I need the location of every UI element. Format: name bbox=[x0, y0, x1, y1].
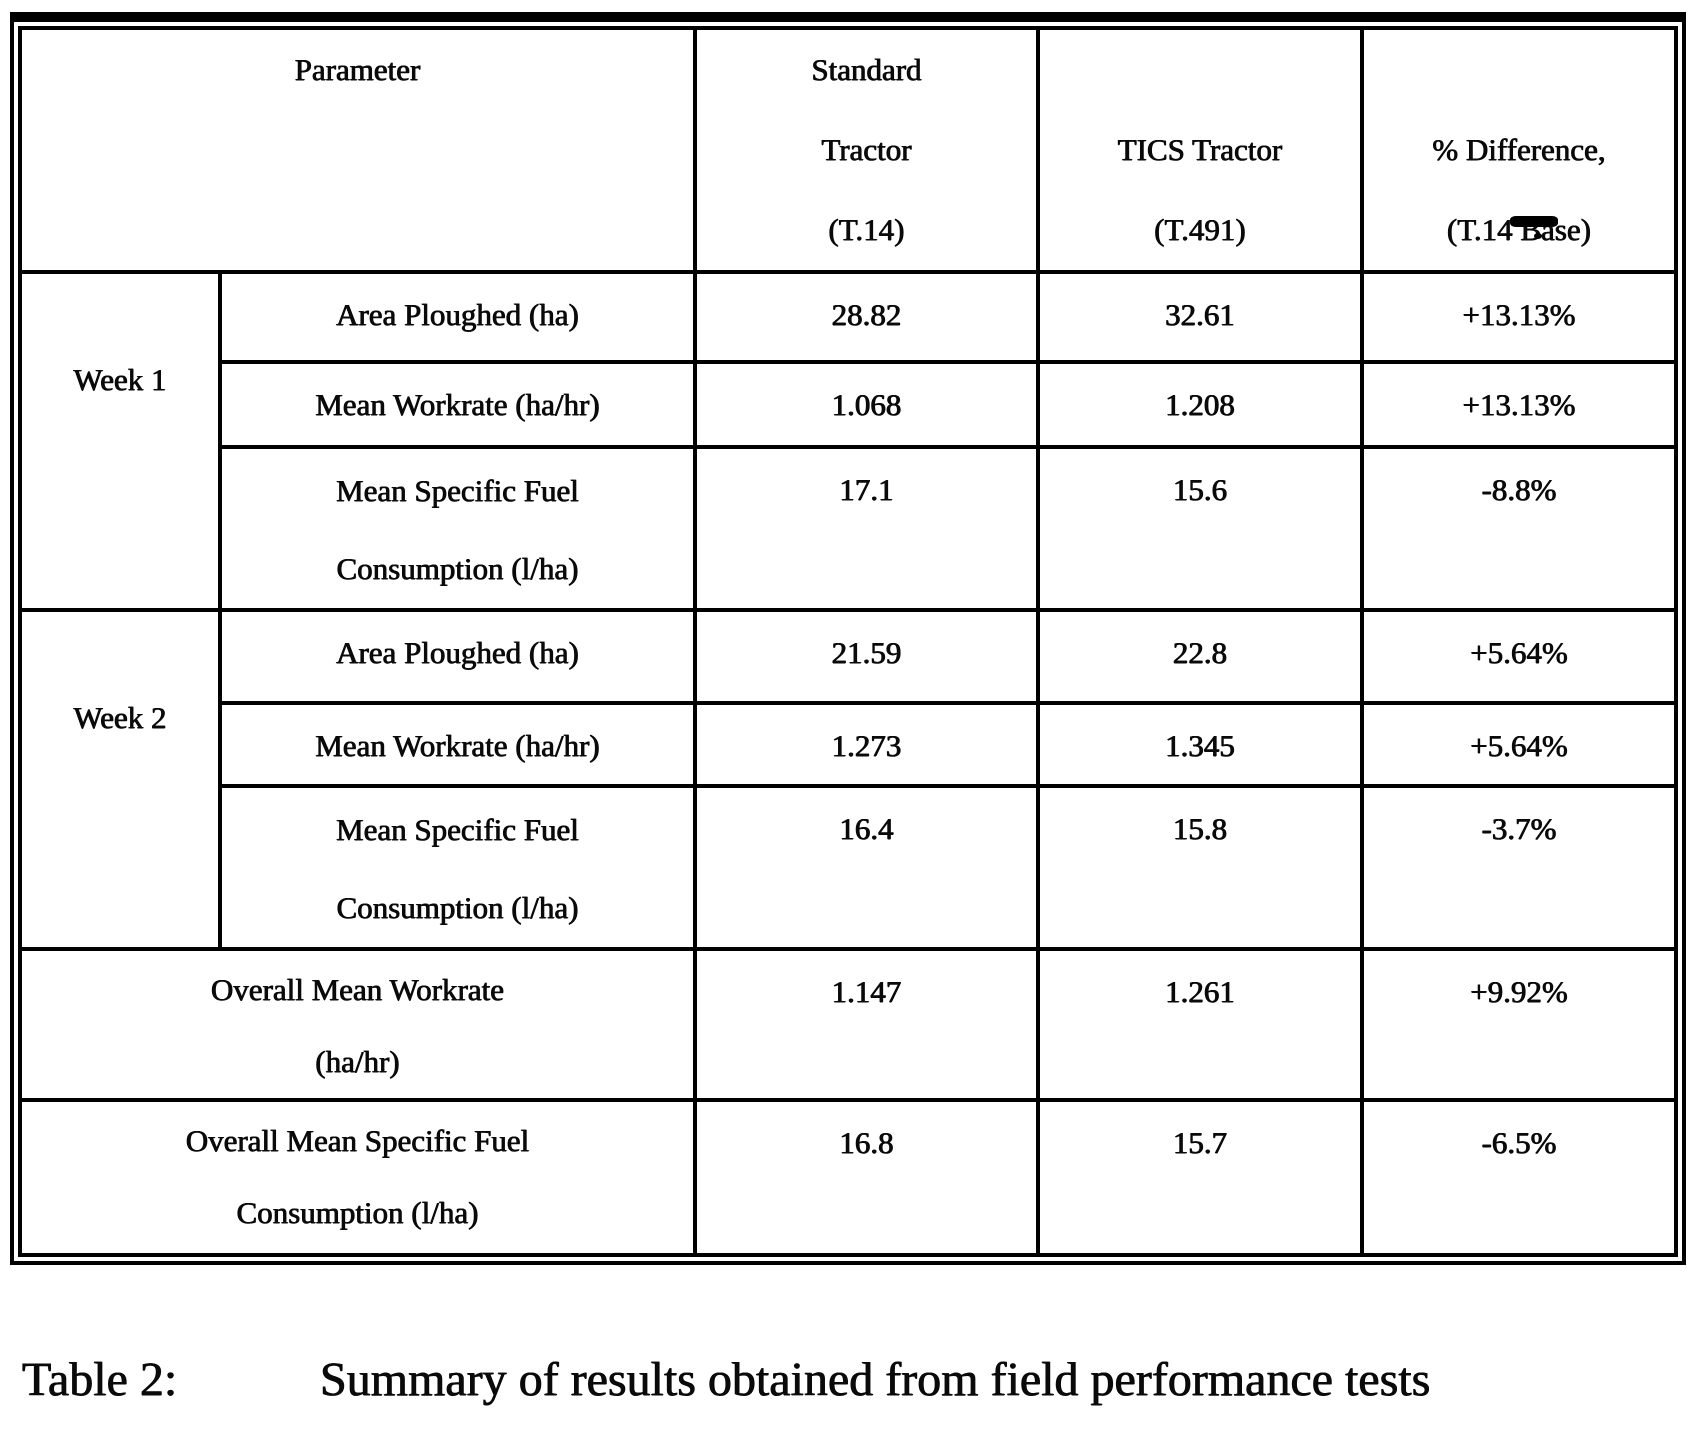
value-tics: 15.7 bbox=[1036, 1098, 1364, 1257]
value-tics: 22.8 bbox=[1036, 608, 1364, 705]
parameter-label: Mean Specific Fuel Consumption (l/ha) bbox=[218, 784, 697, 951]
results-table-frame: Parameter Standard Tractor (T.14) TICS T… bbox=[10, 12, 1686, 1265]
summary-label: Overall Mean Workrate (ha/hr) bbox=[18, 947, 697, 1102]
header-line-empty bbox=[1042, 32, 1358, 110]
week2-label: Week 2 bbox=[18, 608, 222, 951]
parameter-line: Consumption (l/ha) bbox=[336, 890, 579, 925]
parameter-label: Mean Workrate (ha/hr) bbox=[218, 701, 697, 788]
value-tics: 1.345 bbox=[1036, 701, 1364, 788]
value-tics: 1.261 bbox=[1036, 947, 1364, 1102]
value-standard: 1.068 bbox=[693, 360, 1040, 449]
summary-label: Overall Mean Specific Fuel Consumption (… bbox=[18, 1098, 697, 1257]
value-tics: 15.6 bbox=[1036, 445, 1364, 612]
value-tics: 1.208 bbox=[1036, 360, 1364, 449]
header-line: % Difference, bbox=[1432, 132, 1606, 167]
parameter-label: Mean Workrate (ha/hr) bbox=[218, 360, 697, 449]
value-difference: -3.7% bbox=[1360, 784, 1678, 951]
parameter-label: Mean Specific Fuel Consumption (l/ha) bbox=[218, 445, 697, 612]
value-difference: -8.8% bbox=[1360, 445, 1678, 612]
summary-line: Overall Mean Workrate bbox=[210, 972, 505, 1007]
summary-line: Consumption (l/ha) bbox=[236, 1195, 479, 1230]
table-caption-label: Table 2: bbox=[22, 1353, 178, 1406]
header-line: (T.14) bbox=[828, 212, 905, 247]
header-line-empty bbox=[24, 110, 691, 190]
value-difference: +5.64% bbox=[1360, 701, 1678, 788]
value-standard: 16.4 bbox=[693, 784, 1040, 951]
value-standard: 28.82 bbox=[693, 270, 1040, 364]
value-tics: 32.61 bbox=[1036, 270, 1364, 364]
value-tics: 15.8 bbox=[1036, 784, 1364, 951]
week1-label: Week 1 bbox=[18, 270, 222, 612]
value-standard: 21.59 bbox=[693, 608, 1040, 705]
col-header-standard-tractor: Standard Tractor (T.14) bbox=[693, 26, 1040, 274]
value-difference: +13.13% bbox=[1360, 270, 1678, 364]
table-caption-text: Summary of results obtained from field p… bbox=[320, 1353, 1431, 1406]
parameter-line: Mean Specific Fuel bbox=[336, 473, 579, 508]
col-header-tics-tractor: TICS Tractor (T.491) bbox=[1036, 26, 1364, 274]
header-line: Parameter bbox=[294, 52, 421, 87]
value-standard: 1.147 bbox=[693, 947, 1040, 1102]
table-caption: Table 2: Summary of results obtained from… bbox=[22, 1352, 1430, 1407]
value-difference: +13.13% bbox=[1360, 360, 1678, 449]
parameter-line: Mean Specific Fuel bbox=[336, 812, 579, 847]
summary-line: Overall Mean Specific Fuel bbox=[185, 1123, 530, 1158]
header-line: (T.491) bbox=[1154, 212, 1246, 247]
table-row-week2-workrate: Mean Workrate (ha/hr) 1.273 1.345 +5.64% bbox=[20, 701, 1678, 788]
scan-dot-artifact bbox=[1534, 233, 1542, 239]
parameter-label: Area Ploughed (ha) bbox=[218, 270, 697, 364]
results-table: Parameter Standard Tractor (T.14) TICS T… bbox=[18, 26, 1678, 1257]
header-line: Tractor bbox=[821, 132, 912, 167]
header-line: TICS Tractor bbox=[1117, 132, 1283, 167]
header-line-empty bbox=[1366, 32, 1672, 110]
value-standard: 16.8 bbox=[693, 1098, 1040, 1257]
table-row-week1-area: Week 1 Area Ploughed (ha) 28.82 32.61 +1… bbox=[18, 270, 1678, 612]
table-header-row: Parameter Standard Tractor (T.14) TICS T… bbox=[18, 26, 1678, 274]
header-line-empty bbox=[24, 190, 691, 268]
col-header-parameter: Parameter bbox=[18, 26, 697, 274]
table-row-week2-area: Week 2 Area Ploughed (ha) 21.59 22.8 +5.… bbox=[18, 608, 1678, 951]
table-row-week1-workrate: Mean Workrate (ha/hr) 1.068 1.208 +13.13… bbox=[20, 360, 1678, 449]
value-standard: 17.1 bbox=[693, 445, 1040, 612]
header-line: (T.14 Base) bbox=[1446, 212, 1592, 247]
summary-line: (ha/hr) bbox=[315, 1044, 400, 1079]
table-row-overall-workrate: Overall Mean Workrate (ha/hr) 1.147 1.26… bbox=[18, 947, 1678, 1102]
parameter-line: Consumption (l/ha) bbox=[336, 551, 579, 586]
table-row-week1-fuel: Mean Specific Fuel Consumption (l/ha) 17… bbox=[20, 445, 1678, 612]
col-header-difference: % Difference, (T.14 Base) bbox=[1360, 26, 1678, 274]
table-row-week2-fuel: Mean Specific Fuel Consumption (l/ha) 16… bbox=[20, 784, 1678, 951]
scan-smudge-artifact bbox=[1510, 216, 1558, 227]
value-difference: +5.64% bbox=[1360, 608, 1678, 705]
header-line: Standard bbox=[811, 52, 922, 87]
table-row-overall-fuel: Overall Mean Specific Fuel Consumption (… bbox=[18, 1098, 1678, 1257]
value-difference: -6.5% bbox=[1360, 1098, 1678, 1257]
parameter-label: Area Ploughed (ha) bbox=[218, 608, 697, 705]
value-difference: +9.92% bbox=[1360, 947, 1678, 1102]
value-standard: 1.273 bbox=[693, 701, 1040, 788]
